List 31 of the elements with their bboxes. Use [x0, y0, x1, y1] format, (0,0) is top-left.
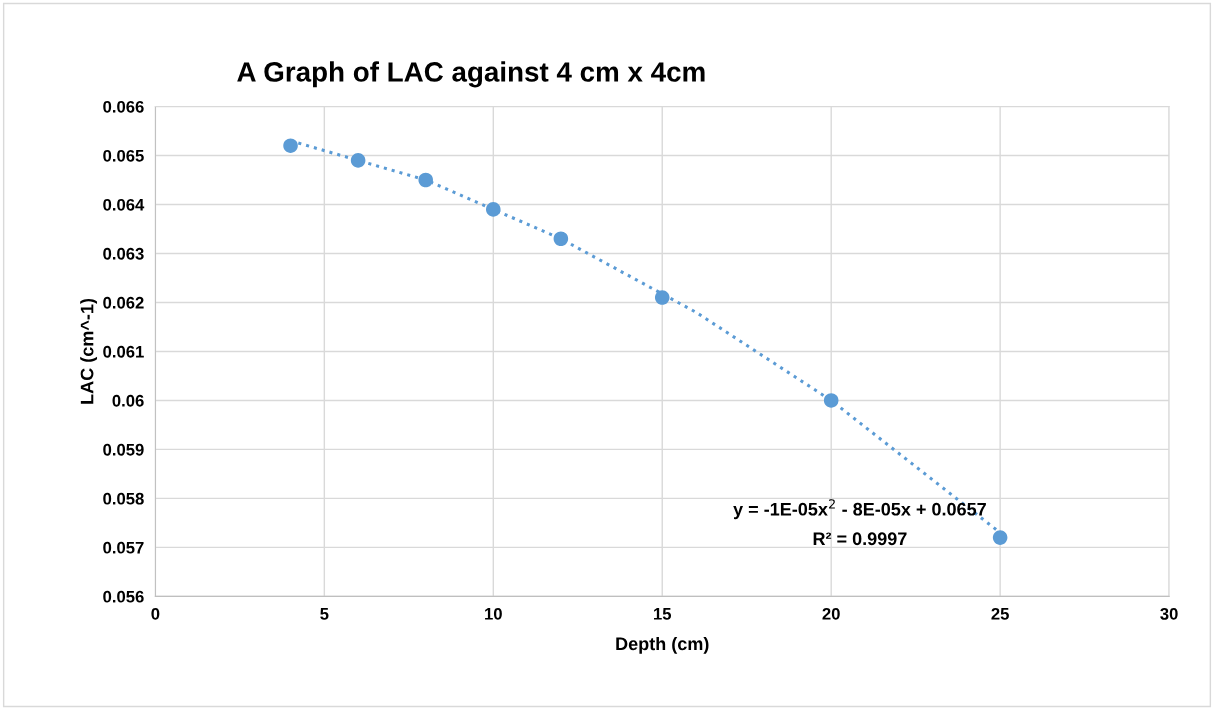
y-tick-label: 0.063	[103, 247, 144, 260]
x-tick-label: 10	[485, 607, 502, 620]
y-tick-label: 0.06	[112, 394, 144, 407]
y-tick-label: 0.057	[103, 541, 144, 554]
x-tick-label: 5	[320, 608, 329, 620]
annotation: R² = 0.9997	[813, 532, 907, 546]
chart-title: A Graph of LAC against 4 cm x 4cm	[237, 61, 705, 88]
y-axis-title: LAC (cm^-1)	[80, 298, 98, 404]
y-tick-label: 0.062	[103, 296, 144, 309]
point	[553, 231, 569, 247]
x-tick-label: 20	[822, 607, 840, 620]
point	[823, 393, 839, 408]
x-tick-label: 25	[991, 607, 1009, 620]
x-axis-title: Depth (cm)	[616, 636, 709, 654]
y-tick-label: 0.066	[103, 100, 144, 113]
y-tick-label: 0.064	[103, 198, 145, 211]
y-tick-label: 0.058	[103, 492, 144, 505]
point	[654, 290, 670, 305]
x-tick-label: 30	[1160, 607, 1178, 620]
y-tick-label: 0.065	[103, 149, 144, 162]
point	[283, 138, 298, 153]
x-tick-label: 15	[654, 608, 672, 620]
y-tick-label: 0.059	[103, 443, 144, 456]
x-tick-label: 0	[151, 607, 160, 620]
y-tick-label: 0.061	[103, 345, 144, 358]
point	[418, 172, 433, 188]
point	[992, 530, 1008, 545]
y-tick-label: 0.056	[103, 590, 144, 603]
point	[350, 153, 366, 168]
annotation: y = -1E-05x$^{2}$ - 8E-05x + 0.0657	[733, 499, 986, 520]
point	[486, 202, 501, 217]
